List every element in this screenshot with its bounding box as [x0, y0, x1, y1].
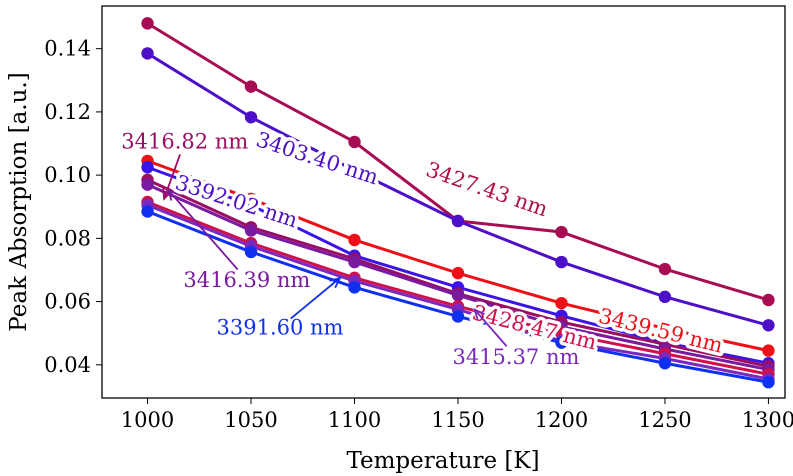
data-point-3427-43-nm — [244, 80, 258, 93]
data-point-3439-59-nm — [451, 266, 465, 280]
data-point-3439-59-nm — [658, 322, 672, 335]
y-axis-label: Peak Absorption [a.u.] — [6, 72, 32, 331]
annotation-arrowhead-3415-37-nm — [473, 307, 485, 321]
data-point-3391-60-nm — [555, 336, 568, 349]
data-point-3403-40-nm — [348, 164, 361, 177]
data-point-3403-40-nm — [762, 319, 775, 332]
data-point-3427-43-nm — [658, 262, 672, 276]
data-point-3427-43-nm — [762, 293, 775, 307]
annotation-arrowhead-3391-60-nm — [329, 276, 342, 289]
data-point-3391-60-nm — [762, 375, 775, 389]
annotation-label-3391-60-nm: 3391.60 nm — [217, 316, 344, 340]
data-point-3403-40-nm — [451, 214, 465, 228]
x-tick-label: 1250 — [638, 408, 691, 432]
data-point-3392-02-nm — [141, 161, 154, 174]
data-point-3439-59-nm — [762, 344, 775, 357]
x-tick-label: 1100 — [328, 408, 381, 432]
y-tick-label: 0.08 — [44, 226, 91, 250]
annotation-arrowhead-3416-39-nm — [166, 188, 179, 201]
annotation-arrow-3415-37-nm — [473, 308, 508, 347]
data-point-3403-40-nm — [244, 111, 258, 124]
data-point-3391-60-nm — [244, 245, 258, 259]
x-tick-label: 1150 — [431, 408, 484, 432]
marker-group — [141, 17, 775, 389]
data-point-3391-60-nm — [658, 357, 672, 370]
x-tick-label: 1050 — [224, 408, 277, 432]
data-point-3427-43-nm — [141, 17, 154, 30]
data-point-3416-39-nm — [348, 255, 361, 269]
data-point-3427-43-nm — [555, 225, 568, 239]
data-point-3391-60-nm — [141, 205, 154, 218]
y-tick-label: 0.14 — [44, 37, 91, 61]
data-point-3391-60-nm — [451, 310, 465, 323]
data-point-3416-39-nm — [244, 224, 258, 237]
annotation-arrow-3391-60-nm — [290, 277, 341, 320]
annotation-label-3416-39-nm: 3416.39 nm — [183, 268, 310, 292]
data-point-3439-59-nm — [348, 233, 361, 247]
data-point-3392-02-nm — [244, 198, 258, 212]
data-point-3403-40-nm — [141, 47, 154, 60]
data-point-3439-59-nm — [555, 296, 568, 310]
x-tick-label: 1300 — [742, 408, 793, 432]
annotation-label-3416-82-nm: 3416.82 nm — [121, 129, 248, 153]
y-tick-label: 0.10 — [44, 163, 91, 187]
x-tick-label: 1200 — [535, 408, 588, 432]
data-point-3427-43-nm — [348, 135, 361, 149]
axes-group: 1000 1050 1100 1150 1200 1250 1300 0.04 0.06 0.08… — [44, 37, 793, 432]
plot-frame — [101, 5, 786, 399]
annotation-arrow-3416-39-nm — [167, 189, 239, 271]
data-point-3416-39-nm — [451, 289, 465, 302]
x-axis-label: Temperature [K] — [346, 448, 539, 474]
annotation-arrow-3416-82-nm — [163, 154, 181, 200]
annotation-label-3415-37-nm: 3415.37 nm — [452, 345, 579, 369]
data-point-3416-39-nm — [141, 178, 154, 191]
data-point-3391-60-nm — [348, 281, 361, 294]
data-point-3403-40-nm — [658, 290, 672, 304]
x-tick-label: 1000 — [121, 408, 174, 432]
plot-area — [102, 6, 785, 398]
data-point-3403-40-nm — [555, 255, 568, 269]
y-tick-label: 0.12 — [44, 100, 91, 124]
y-tick-label: 0.06 — [44, 290, 91, 314]
y-tick-label: 0.04 — [44, 353, 91, 377]
